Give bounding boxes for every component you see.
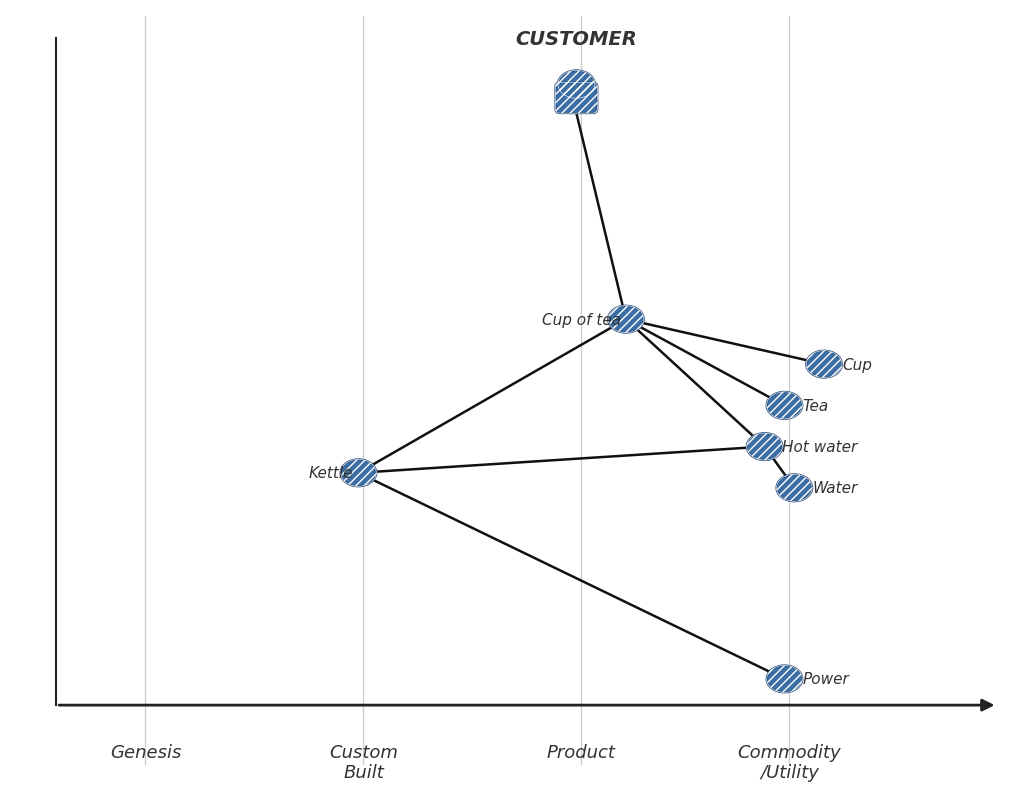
Text: Custom
Built: Custom Built <box>329 743 398 781</box>
Circle shape <box>608 306 644 334</box>
Text: Kettle: Kettle <box>309 466 353 480</box>
Circle shape <box>806 351 842 379</box>
Text: Water: Water <box>812 480 857 496</box>
Text: Commodity
/Utility: Commodity /Utility <box>737 743 841 781</box>
Circle shape <box>746 434 782 460</box>
Text: Product: Product <box>547 743 615 760</box>
Circle shape <box>776 475 812 502</box>
Text: Tea: Tea <box>802 399 828 413</box>
Text: Power: Power <box>802 671 849 687</box>
Text: Cup: Cup <box>842 357 871 372</box>
Text: Genesis: Genesis <box>110 743 181 760</box>
Circle shape <box>767 666 802 692</box>
Text: Hot water: Hot water <box>782 439 858 455</box>
Circle shape <box>558 71 595 99</box>
Text: CUSTOMER: CUSTOMER <box>515 30 637 49</box>
Circle shape <box>341 460 376 487</box>
Text: Cup of tea: Cup of tea <box>542 312 621 327</box>
FancyBboxPatch shape <box>555 83 597 114</box>
Circle shape <box>767 392 802 419</box>
